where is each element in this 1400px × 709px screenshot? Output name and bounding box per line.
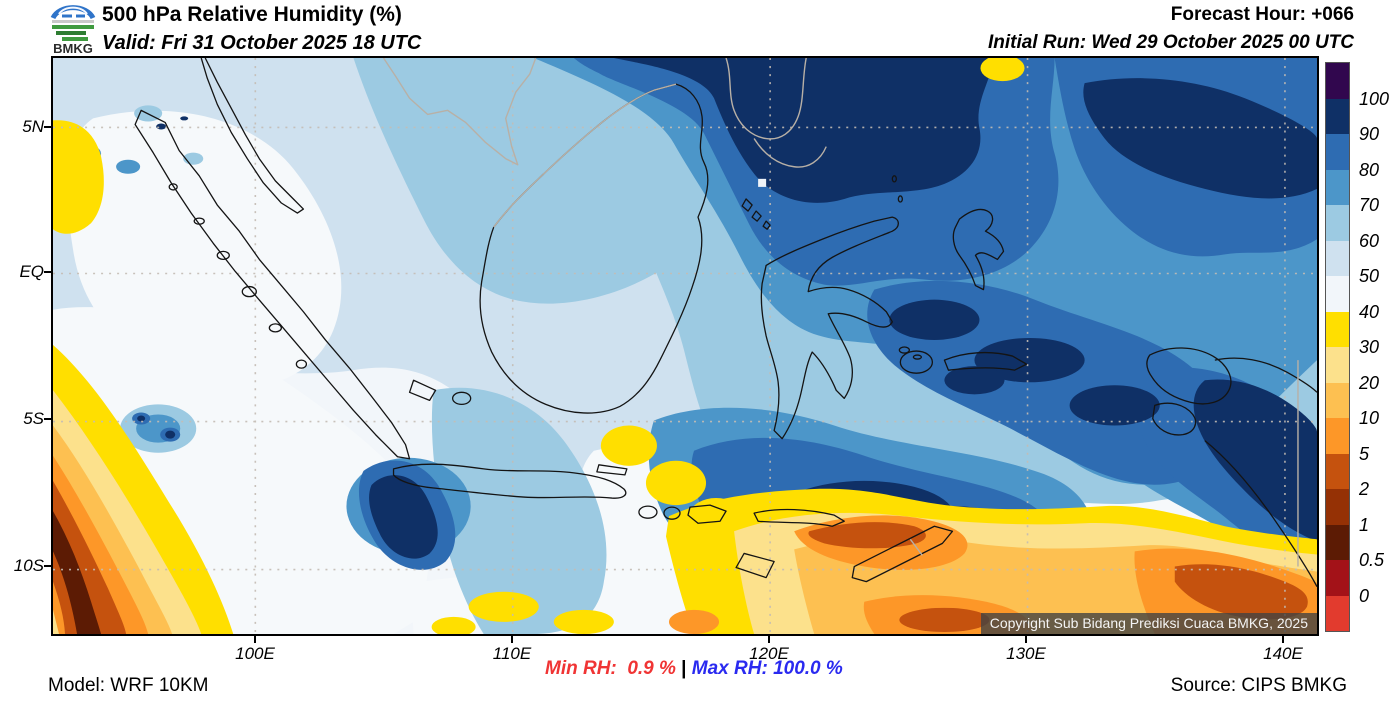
colorbar-segment	[1326, 453, 1349, 489]
minmax-separator: |	[675, 658, 692, 679]
colorbar-swatches	[1325, 62, 1350, 632]
colorbar: 100 90 80 70 60 50 40 30 20 10 5 2 1 0.5 0	[1325, 62, 1400, 638]
initial-run: Initial Run: Wed 29 October 2025 00 UTC	[987, 32, 1354, 53]
colorbar-label: 30	[1359, 337, 1380, 357]
copyright-overlay: Copyright Sub Bidang Prediksi Cuaca BMKG…	[980, 613, 1317, 634]
bmkg-logo-graphic: BMKG	[50, 5, 96, 56]
lon-tick-120e	[768, 636, 770, 643]
colorbar-segment	[1326, 489, 1349, 525]
colorbar-segment	[1326, 98, 1349, 134]
forecast-hour: Forecast Hour: +066	[1170, 4, 1354, 25]
colorbar-label: 60	[1359, 230, 1380, 251]
lon-tick-110e	[511, 636, 513, 643]
colorbar-segment	[1326, 169, 1349, 205]
colorbar-label: 0.5	[1359, 550, 1385, 570]
colorbar-label: 1	[1359, 514, 1370, 535]
colorbar-label: 40	[1359, 301, 1380, 322]
max-rh-value: Max RH: 100.0 %	[691, 658, 843, 679]
lat-label-5n: 5N	[22, 117, 44, 136]
lat-label-10s: 10S	[13, 556, 44, 575]
colorbar-label: 90	[1359, 124, 1380, 144]
lon-label-140e: 140E	[1263, 644, 1303, 663]
lon-label-120e: 120E	[749, 644, 789, 663]
colorbar-segment	[1326, 240, 1349, 276]
model-label: Model: WRF 10KM	[48, 675, 209, 696]
lat-tick-10s	[44, 565, 51, 567]
lon-tick-140e	[1282, 636, 1284, 643]
colorbar-label: 80	[1359, 159, 1380, 180]
page-title: 500 hPa Relative Humidity (%)	[102, 3, 402, 26]
colorbar-segment	[1326, 595, 1349, 631]
rh-field-map	[53, 58, 1317, 634]
min-rh-value: Min RH: 0.9 %	[545, 658, 676, 679]
lat-tick-5s	[44, 418, 51, 420]
lon-label-110e: 110E	[492, 644, 532, 663]
valid-time: Valid: Fri 31 October 2025 18 UTC	[102, 32, 422, 54]
colorbar-segment	[1326, 205, 1349, 241]
colorbar-segment	[1326, 311, 1349, 347]
bmkg-logo-text: BMKG	[53, 41, 93, 56]
lon-tick-100e	[254, 636, 256, 643]
source-label: Source: CIPS BMKG	[1170, 675, 1347, 696]
colorbar-segment	[1326, 347, 1349, 383]
colorbar-label: 10	[1359, 408, 1380, 428]
colorbar-segment	[1326, 560, 1349, 596]
colorbar-label: 2	[1359, 479, 1370, 499]
colorbar-segment	[1326, 63, 1349, 99]
colorbar-label: 0	[1359, 585, 1370, 606]
colorbar-segment	[1326, 382, 1349, 418]
rh-map-frame: Copyright Sub Bidang Prediksi Cuaca BMKG…	[51, 56, 1319, 636]
colorbar-label: 100	[1359, 88, 1390, 109]
colorbar-label: 5	[1359, 443, 1370, 464]
colorbar-segment	[1326, 276, 1349, 312]
minmax-line: Min RH: 0.9 % | Max RH: 100.0 %	[545, 658, 843, 680]
lat-label-eq: EQ	[19, 262, 44, 281]
lat-label-5s: 5S	[23, 409, 44, 428]
colorbar-segment	[1326, 524, 1349, 560]
colorbar-label: 50	[1359, 266, 1380, 286]
lat-tick-eq	[44, 271, 51, 273]
colorbar-label: 20	[1359, 372, 1380, 393]
lon-label-130e: 130E	[1006, 644, 1046, 663]
lon-label-100e: 100E	[235, 644, 275, 663]
colorbar-segment	[1326, 134, 1349, 170]
bmkg-logo: BMKG	[44, 1, 102, 56]
colorbar-segment	[1326, 418, 1349, 454]
lat-tick-5n	[44, 126, 51, 128]
lon-tick-130e	[1025, 636, 1027, 643]
colorbar-label: 70	[1359, 195, 1380, 215]
